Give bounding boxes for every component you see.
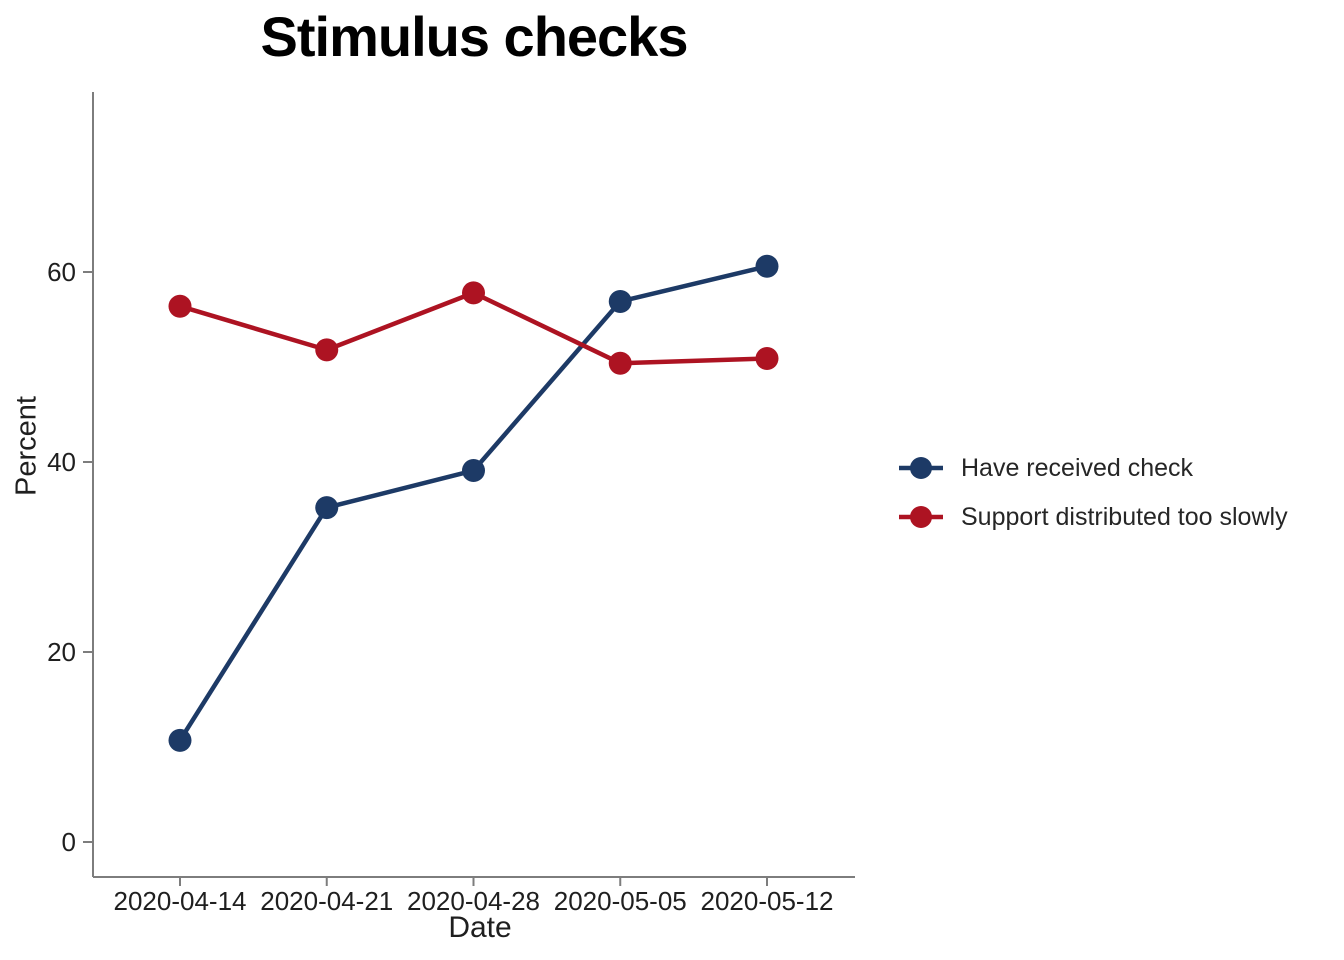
legend-item-support-distributed-too-slowly: Support distributed too slowly (898, 502, 1288, 532)
legend-item-have-received-check: Have received check (898, 453, 1288, 483)
data-point-have-received-check (462, 459, 485, 483)
chart-title: Stimulus checks (260, 5, 689, 68)
data-point-have-received-check (315, 496, 339, 520)
series-line-have-received-check (177, 264, 770, 743)
y-tick-label: 20 (47, 637, 76, 667)
data-point-support-distributed-too-slowly (315, 338, 339, 362)
data-point-support-distributed-too-slowly (168, 294, 192, 318)
data-point-support-distributed-too-slowly (608, 351, 632, 375)
x-tick-label: 2020-05-05 (554, 886, 687, 916)
x-tick-label: 2020-04-21 (260, 886, 393, 916)
line-dot-marker-icon (899, 506, 943, 528)
y-tick-label: 0 (62, 827, 76, 857)
legend: Have received check Support distributed … (898, 453, 1288, 532)
y-tick-label: 60 (47, 257, 76, 287)
x-tick-label: 2020-04-14 (114, 886, 247, 916)
x-tick-label: 2020-04-28 (407, 886, 540, 916)
x-tick-label: 2020-05-12 (701, 886, 834, 916)
x-axis-title: Date (448, 911, 512, 944)
data-point-support-distributed-too-slowly (462, 281, 485, 305)
y-axis-title: Percent (10, 396, 43, 496)
legend-label: Support distributed too slowly (961, 502, 1288, 531)
data-point-have-received-check (608, 289, 632, 313)
data-point-have-received-check (755, 254, 779, 278)
data-point-support-distributed-too-slowly (755, 346, 779, 370)
data-point-have-received-check (168, 728, 192, 752)
y-tick-label: 40 (47, 447, 76, 477)
line-dot-marker-icon (899, 457, 943, 479)
legend-label: Have received check (961, 453, 1194, 482)
